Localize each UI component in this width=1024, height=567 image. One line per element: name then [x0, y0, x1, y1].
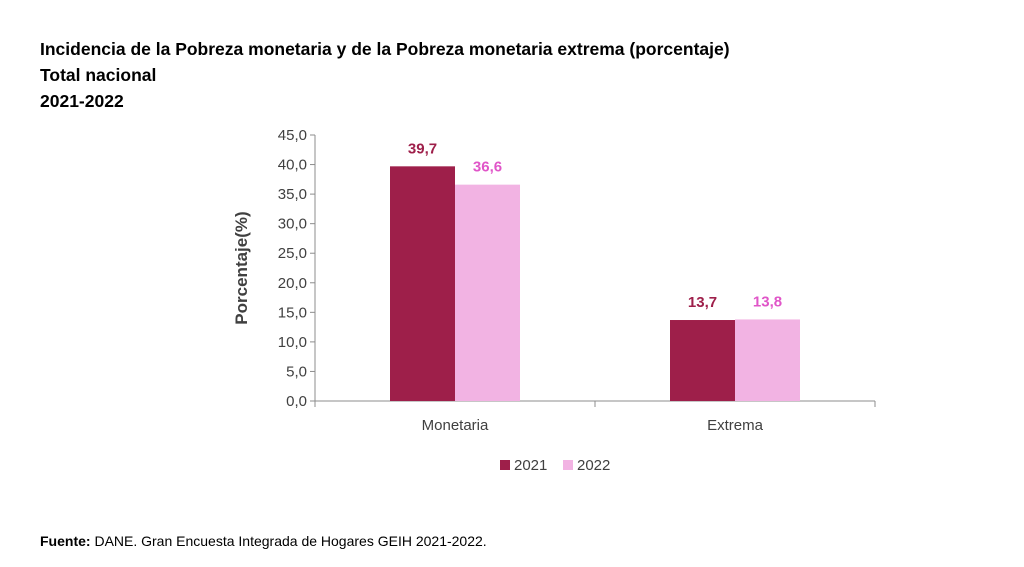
legend-swatch-2022 [563, 460, 573, 470]
y-tick-label: 25,0 [278, 245, 307, 262]
data-label: 39,7 [408, 140, 437, 157]
legend-label: 2022 [577, 457, 610, 474]
y-tick-label: 35,0 [278, 186, 307, 203]
data-label: 13,7 [688, 294, 717, 311]
y-tick-label: 10,0 [278, 334, 307, 351]
chart-period: 2021-2022 [40, 91, 124, 111]
y-tick-label: 30,0 [278, 216, 307, 233]
source-note: Fuente: DANE. Gran Encuesta Integrada de… [40, 533, 487, 549]
bar-2021 [670, 320, 735, 401]
chart-title-block: Incidencia de la Pobreza monetaria y de … [40, 36, 730, 114]
y-tick-label: 0,0 [286, 393, 307, 410]
source-label: Fuente: [40, 533, 91, 549]
y-axis-title: Porcentaje(%) [232, 211, 251, 324]
data-label: 13,8 [753, 293, 782, 310]
chart-subtitle: Total nacional [40, 65, 157, 85]
bar-2022 [455, 184, 520, 401]
bar-2021 [390, 166, 455, 401]
x-category-label: Extrema [707, 417, 764, 434]
source-text: DANE. Gran Encuesta Integrada de Hogares… [94, 533, 487, 549]
y-tick-label: 45,0 [278, 127, 307, 144]
x-category-label: Monetaria [422, 417, 489, 434]
legend-swatch-2021 [500, 460, 510, 470]
chart-title: Incidencia de la Pobreza monetaria y de … [40, 39, 730, 59]
y-tick-label: 40,0 [278, 157, 307, 174]
y-tick-label: 20,0 [278, 275, 307, 292]
bar-2022 [735, 319, 800, 401]
y-tick-label: 5,0 [286, 363, 307, 380]
data-label: 36,6 [473, 159, 502, 176]
legend-label: 2021 [514, 457, 547, 474]
y-tick-label: 15,0 [278, 304, 307, 321]
